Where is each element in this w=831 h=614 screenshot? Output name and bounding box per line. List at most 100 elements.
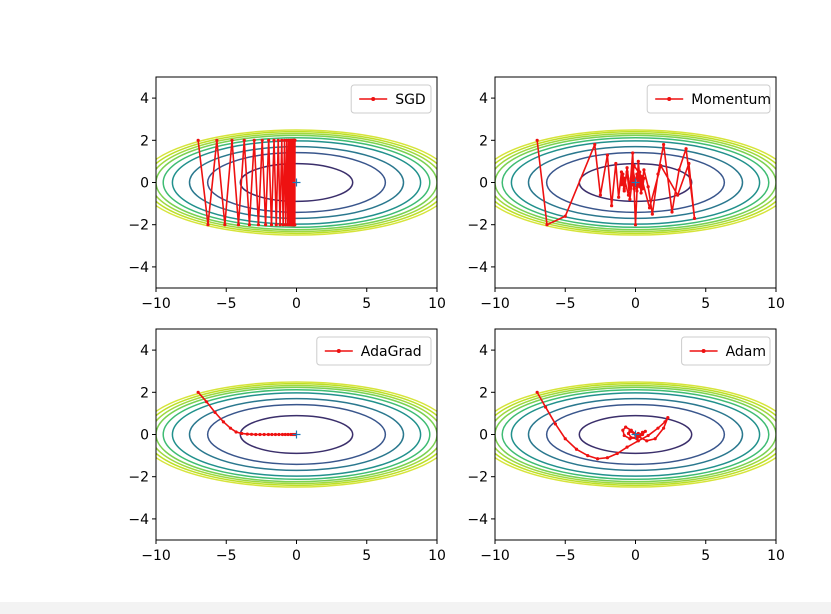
x-tick-label: 5 [362,548,371,564]
series-sgd [196,138,297,227]
data-point [638,185,642,189]
data-point [215,138,219,142]
data-point [286,432,290,437]
data-point [628,197,632,201]
legend: AdaGrad [316,336,432,366]
data-point [631,151,635,155]
data-point [628,187,632,191]
data-point [228,426,233,430]
x-tick-label: 10 [428,296,446,312]
y-tick-label: 4 [140,343,149,359]
data-point [196,138,200,142]
data-point [639,174,643,178]
contour-line [156,386,437,483]
legend-box [316,336,432,366]
contour-line [501,388,770,481]
contour-line [171,392,422,477]
data-point [677,168,681,172]
data-point [633,223,638,227]
contour-line [495,130,776,235]
panel-momentum: −10 −5 0 5 10 −4 −2 0 2 4 Momentum [467,76,785,312]
x-tick-label: 10 [767,296,785,312]
x-tick-label: −10 [480,548,510,564]
contour-line [510,392,761,477]
data-point [605,153,610,157]
contour-group [156,129,437,236]
data-point [625,166,629,170]
data-point [598,193,602,197]
data-point [242,138,246,142]
data-point [635,189,639,193]
data-point [223,223,227,227]
contour-line [527,397,744,472]
x-tick-label: 0 [631,548,640,564]
x-tick-label: 5 [701,548,710,564]
data-point [586,454,590,458]
data-point [273,432,278,437]
data-point [640,432,645,437]
data-point [234,430,238,434]
x-tick-label: 0 [631,296,640,312]
contour-line [171,140,422,225]
data-point [252,138,256,142]
x-tick-label: 0 [292,296,301,312]
data-point [245,432,249,436]
data-point [247,223,252,227]
legend: Momentum [646,84,771,114]
data-point [280,138,284,142]
y-tick-label: −2 [467,470,488,486]
data-point [204,400,209,404]
data-point [629,176,633,180]
y-tick-label: 2 [140,385,149,401]
series-momentum [535,138,697,227]
data-point [260,138,264,142]
data-point [277,432,281,437]
legend-label: SGD [395,92,426,108]
legend-label: AdaGrad [361,344,422,360]
contour-line [495,132,776,233]
data-point [640,178,645,182]
data-point [263,223,268,227]
y-tick-label: 0 [140,176,149,192]
contour-line [545,403,726,466]
data-point [622,176,626,180]
data-point [230,138,234,142]
legend-marker [336,349,341,353]
y-tick-label: 4 [140,91,149,107]
y-tick-label: 4 [479,91,488,107]
data-point [617,195,621,199]
x-tick-label: 0 [292,548,301,564]
data-point [638,170,642,174]
data-point [282,138,287,142]
data-point [563,214,567,218]
data-point [622,433,626,438]
data-point [553,422,558,426]
x-tick-label: 10 [428,548,446,564]
y-tick-label: −2 [128,218,149,234]
data-point [274,223,278,227]
data-point [276,138,280,142]
data-point [196,390,200,394]
data-point [262,432,266,437]
data-point [615,451,619,456]
data-point [593,142,597,147]
contour-line [188,397,405,472]
legend-box [646,84,771,114]
data-point [283,432,287,437]
data-point [574,447,579,451]
data-point [281,223,285,227]
y-tick-label: −4 [128,512,149,528]
data-point [687,161,691,166]
data-point [645,439,649,443]
minimum-marker [631,430,640,439]
contour-line [162,388,431,481]
data-point [545,223,549,227]
contour-line [495,386,776,483]
contour-line [156,130,437,235]
data-point [625,445,629,449]
data-point [676,193,680,197]
minimum-marker [292,178,301,187]
legend: Adam [681,336,771,366]
legend-marker [667,97,672,101]
data-point [647,206,652,210]
